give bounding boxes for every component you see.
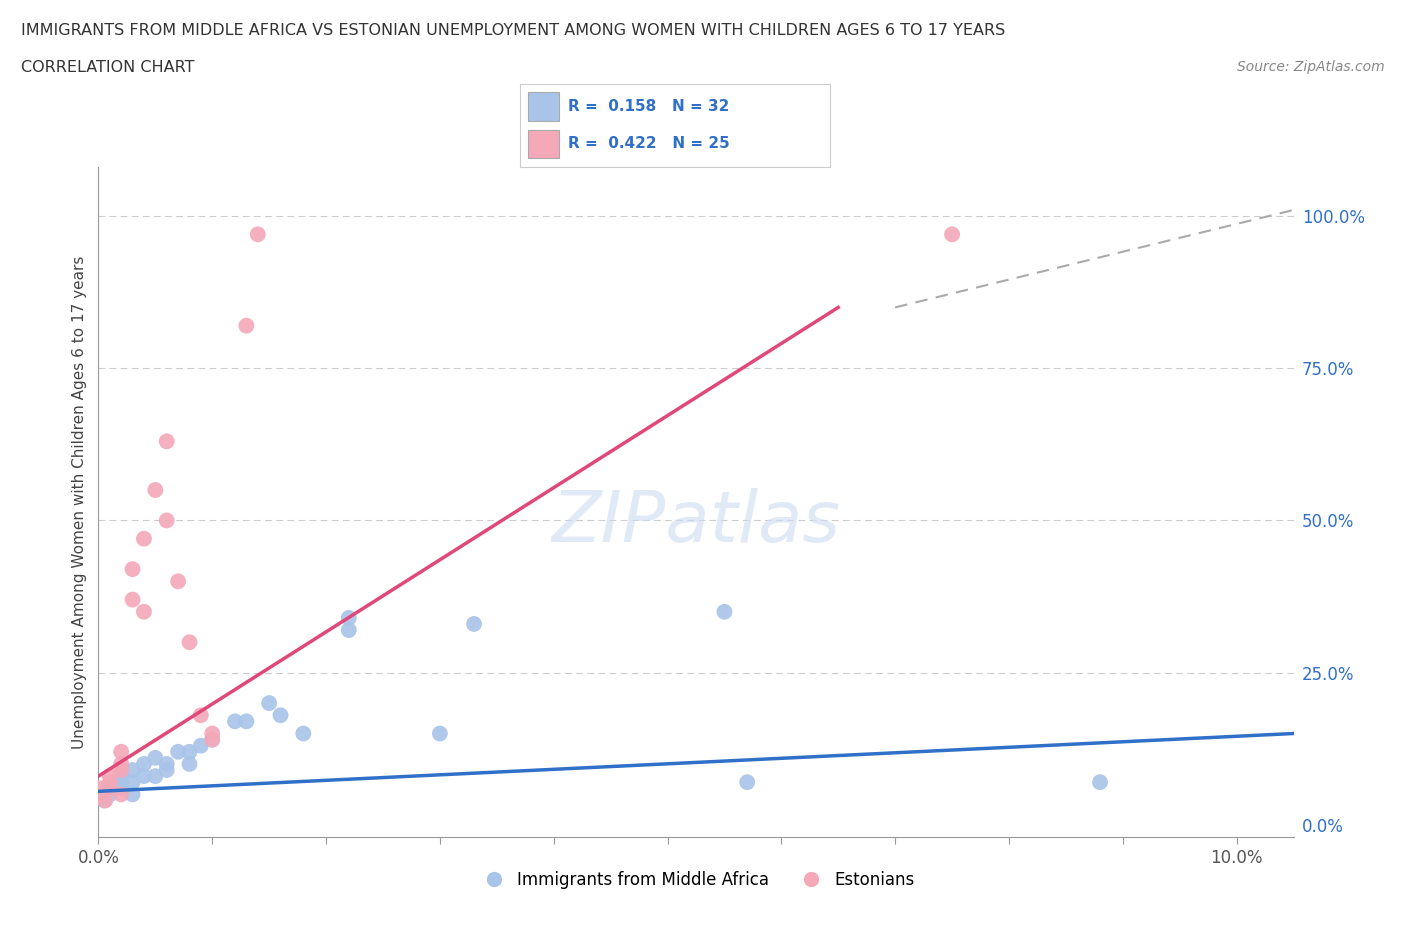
Text: R =  0.158   N = 32: R = 0.158 N = 32 (568, 99, 730, 113)
Point (270, 708, 292, 723)
Y-axis label: Unemployment Among Women with Children Ages 6 to 17 years: Unemployment Among Women with Children A… (72, 256, 87, 749)
Point (121, 787, 143, 802)
Point (90, 781, 112, 796)
Point (224, 714, 246, 729)
Point (110, 787, 132, 802)
Text: R =  0.422   N = 25: R = 0.422 N = 25 (568, 137, 730, 152)
Point (156, 763, 179, 777)
Point (98, 775, 121, 790)
Point (201, 732, 224, 747)
Point (201, 732, 224, 747)
Point (463, 617, 485, 631)
Point (292, 726, 315, 741)
Point (337, 610, 360, 625)
Point (179, 756, 201, 771)
Point (179, 744, 201, 759)
Text: CORRELATION CHART: CORRELATION CHART (21, 60, 194, 75)
Legend: Immigrants from Middle Africa, Estonians: Immigrants from Middle Africa, Estonians (471, 864, 921, 896)
Point (713, 604, 735, 619)
Point (235, 714, 257, 729)
Point (91, 787, 114, 802)
Point (132, 531, 155, 546)
Point (156, 434, 179, 449)
Point (98, 781, 121, 796)
Point (121, 592, 143, 607)
Point (246, 227, 269, 242)
Point (156, 513, 179, 528)
Text: IMMIGRANTS FROM MIDDLE AFRICA VS ESTONIAN UNEMPLOYMENT AMONG WOMEN WITH CHILDREN: IMMIGRANTS FROM MIDDLE AFRICA VS ESTONIA… (21, 23, 1005, 38)
Point (143, 769, 166, 784)
Point (98, 787, 121, 802)
Point (110, 775, 132, 790)
Point (110, 781, 132, 796)
Point (110, 756, 132, 771)
Point (143, 483, 166, 498)
Point (941, 227, 963, 242)
Point (110, 763, 132, 777)
Point (132, 604, 155, 619)
Point (167, 744, 190, 759)
Text: Source: ZipAtlas.com: Source: ZipAtlas.com (1237, 60, 1385, 74)
FancyBboxPatch shape (529, 130, 560, 158)
FancyBboxPatch shape (529, 92, 560, 121)
Point (429, 726, 451, 741)
Point (94, 793, 117, 808)
Point (337, 622, 360, 637)
Point (93, 793, 115, 808)
Point (98, 781, 121, 796)
Point (121, 763, 143, 777)
Point (179, 635, 201, 650)
Point (132, 756, 155, 771)
Point (132, 769, 155, 784)
Point (121, 562, 143, 577)
Point (98, 769, 121, 784)
Point (143, 751, 166, 765)
Point (110, 769, 132, 784)
Point (110, 744, 132, 759)
Text: ZIPatlas: ZIPatlas (551, 488, 841, 557)
Point (190, 738, 212, 753)
Point (121, 775, 143, 790)
Point (201, 726, 224, 741)
Point (1088, 775, 1111, 790)
Point (735, 775, 758, 790)
Point (190, 708, 212, 723)
Point (235, 318, 257, 333)
Point (257, 696, 280, 711)
Point (167, 574, 190, 589)
Point (156, 756, 179, 771)
